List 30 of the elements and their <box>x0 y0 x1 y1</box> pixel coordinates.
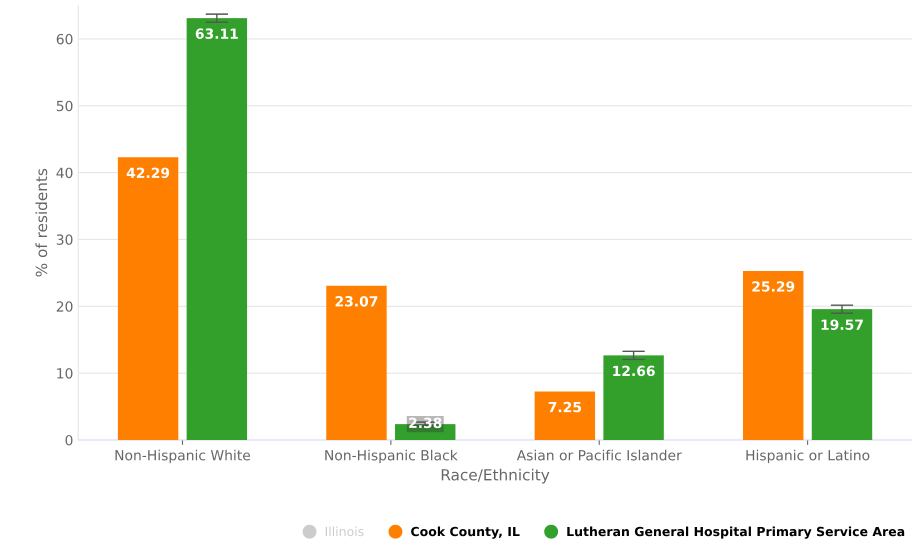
x-tick-label: Hispanic or Latino <box>746 450 870 464</box>
y-tick-label: 50 <box>56 100 72 112</box>
legend-label: Lutheran General Hospital Primary Service Area <box>567 526 904 539</box>
x-tick-label: Asian or Pacific Islander <box>516 450 682 460</box>
legend-label: Cook County, IL <box>411 526 520 539</box>
data-label: 42.29 <box>126 168 170 178</box>
y-tick-label: 60 <box>56 34 72 44</box>
y-tick-label: 20 <box>56 301 72 312</box>
bar <box>812 309 872 440</box>
y-tick-label: 0 <box>66 434 72 446</box>
data-label: 25.29 <box>752 281 794 292</box>
data-label: 7.25 <box>548 402 582 412</box>
bar <box>743 270 804 440</box>
x-axis-title: Race/Ethnicity <box>442 468 550 484</box>
data-label: 2.38 <box>409 418 442 428</box>
bar <box>186 18 248 440</box>
y-tick-label: 40 <box>56 168 72 178</box>
y-tick-label: 30 <box>56 234 72 245</box>
data-label: 23.07 <box>336 296 378 307</box>
data-label: 63.11 <box>196 28 238 39</box>
bar <box>326 286 387 440</box>
bar <box>534 392 596 440</box>
y-tick-label: 10 <box>57 368 72 379</box>
bar <box>118 157 178 440</box>
y-axis-title: % of residents <box>35 168 48 277</box>
data-label: 19.57 <box>822 319 863 330</box>
data-label: 12.66 <box>613 366 655 376</box>
x-tick-label: Non-Hispanic White <box>116 450 250 464</box>
bar <box>603 355 664 440</box>
x-tick-label: Non-Hispanic Black <box>325 450 458 464</box>
